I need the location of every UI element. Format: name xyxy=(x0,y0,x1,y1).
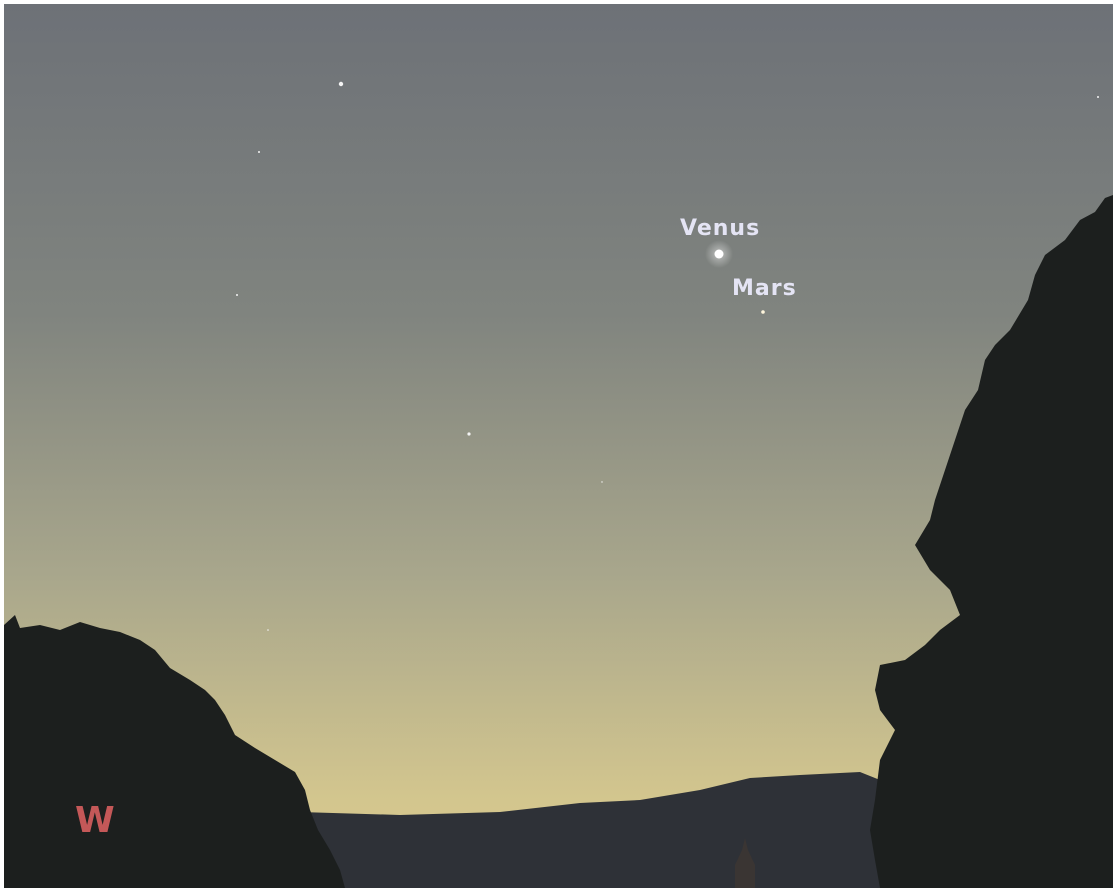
sky-view: Venus Mars W xyxy=(0,0,1117,892)
mars[interactable] xyxy=(761,310,765,314)
compass-direction: W xyxy=(75,800,115,841)
star xyxy=(339,82,343,86)
planet-label[interactable]: Mars xyxy=(732,276,797,301)
star xyxy=(267,629,269,631)
star xyxy=(236,294,238,296)
star xyxy=(258,151,260,153)
star xyxy=(601,481,602,482)
page: {"sky_labels": [{"label": "Venus"}, {"la… xyxy=(0,0,1117,892)
venus[interactable] xyxy=(715,250,724,259)
planet-label[interactable]: Venus xyxy=(680,216,760,241)
star xyxy=(467,432,470,435)
star xyxy=(1097,96,1099,98)
